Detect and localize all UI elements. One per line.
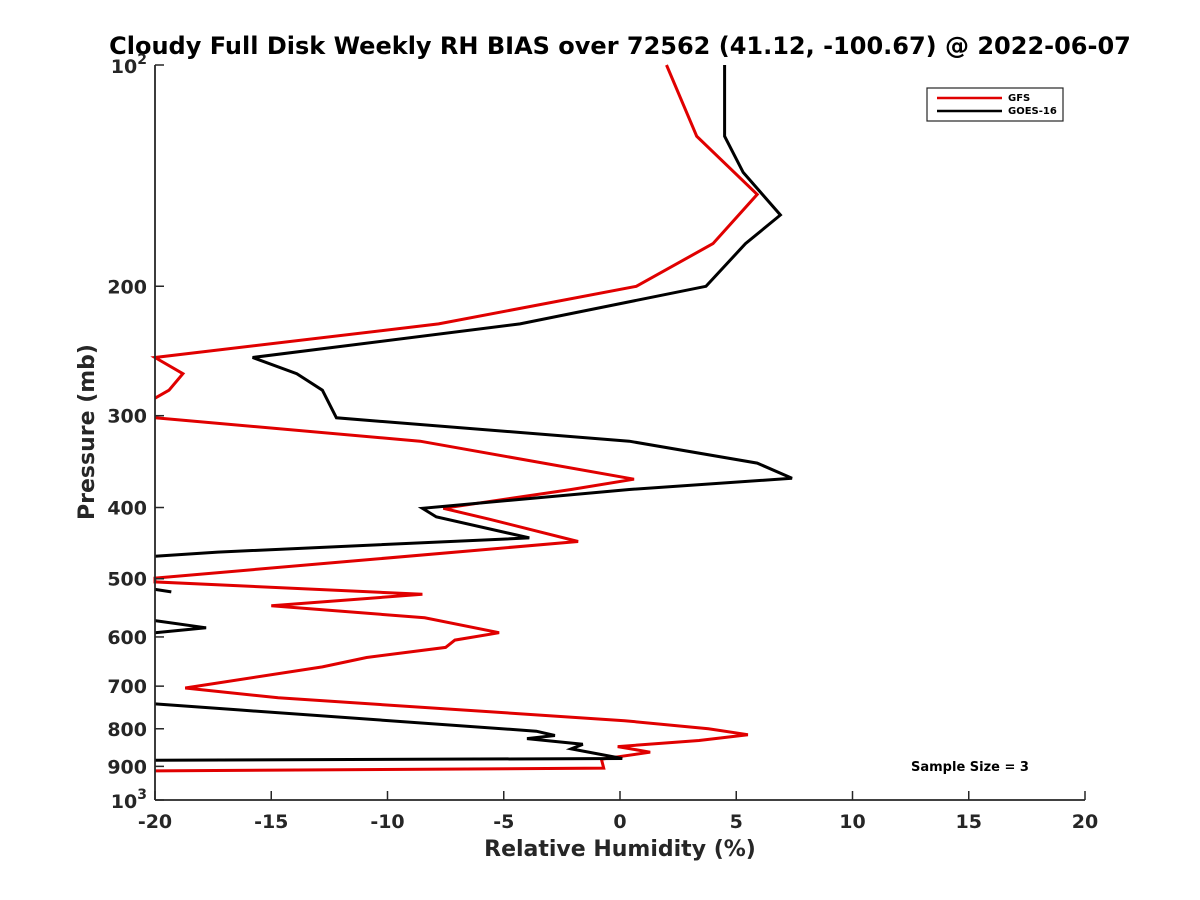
y-tick-label: 600 [107, 627, 147, 649]
legend-label-gfs: GFS [1008, 93, 1030, 104]
y-tick-exponent: 2 [137, 52, 147, 68]
y-tick-label: 300 [107, 406, 147, 428]
x-tick-label: 20 [1072, 811, 1098, 833]
y-tick-label: 200 [107, 276, 147, 298]
x-tick-label: -5 [493, 811, 514, 833]
y-tick-label: 700 [107, 676, 147, 698]
plot-area: -20 -15 -10 -5 0 5 10 15 20 10220030040050060070… [107, 52, 1098, 833]
x-ticks: -20 -15 -10 -5 0 5 10 15 20 [138, 791, 1098, 833]
y-tick-exponent: 3 [137, 787, 147, 803]
y-tick-label: 102 [111, 52, 147, 78]
x-tick-label: 5 [730, 811, 743, 833]
plot-background [155, 65, 1085, 800]
x-tick-label: -20 [138, 811, 172, 833]
legend-box [926, 87, 1064, 122]
x-tick-label: -15 [254, 811, 288, 833]
x-tick-label: 0 [613, 811, 626, 833]
x-tick-label: 10 [839, 811, 865, 833]
y-tick-label: 103 [111, 787, 147, 813]
x-tick-label: -10 [370, 811, 404, 833]
y-tick-label: 400 [107, 498, 147, 520]
y-tick-label: 800 [107, 719, 147, 741]
legend: GFS GOES-16 [926, 87, 1064, 122]
legend-label-goes16: GOES-16 [1008, 106, 1057, 117]
y-tick-base: 10 [111, 791, 137, 813]
x-tick-label: 15 [956, 811, 982, 833]
series-line-goes16 [154, 65, 793, 762]
y-tick-label: 900 [107, 756, 147, 778]
y-axis-label: Pressure (mb) [75, 344, 100, 520]
y-tick-base: 10 [111, 56, 137, 78]
y-tick-label: 500 [107, 569, 147, 591]
series-layer [150, 64, 793, 773]
x-axis-label: Relative Humidity (%) [484, 837, 756, 862]
chart-title: Cloudy Full Disk Weekly RH BIAS over 725… [109, 32, 1131, 60]
series-line-gfs [150, 64, 760, 773]
sample-size-annotation: Sample Size = 3 [911, 760, 1029, 775]
